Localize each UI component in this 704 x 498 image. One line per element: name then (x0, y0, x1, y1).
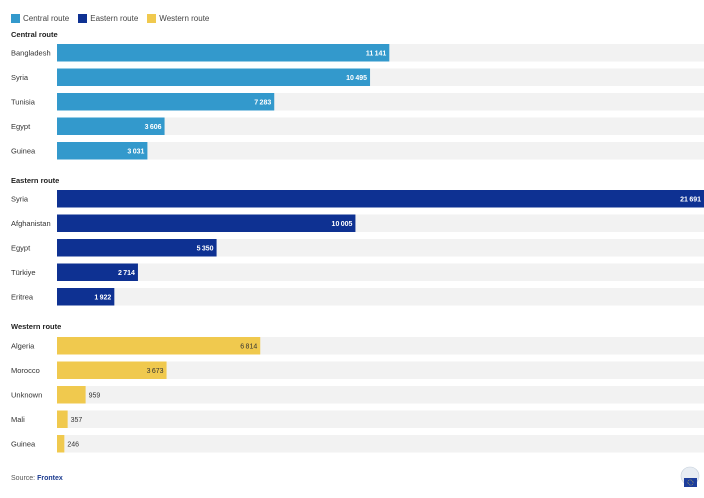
category-label: Guinea (11, 439, 36, 448)
bar (57, 214, 356, 232)
data-label: 959 (89, 392, 101, 399)
category-label: Guinea (11, 146, 36, 155)
category-label: Syria (11, 73, 29, 82)
category-label: Eritrea (11, 292, 34, 301)
legend-item-central[interactable]: Central route (11, 13, 70, 23)
bar-track (57, 435, 704, 453)
category-label: Türkiye (11, 268, 36, 277)
legend-label-eastern: Eastern route (90, 13, 139, 23)
chart-legend: Central route Eastern route Western rout… (11, 12, 218, 24)
legend-item-western[interactable]: Western route (147, 13, 210, 23)
bar (57, 142, 148, 160)
data-label: 10 005 (332, 221, 353, 228)
source-prefix: Source: (11, 475, 36, 482)
bar-track (57, 263, 704, 281)
bar (57, 93, 275, 111)
bar-track (57, 361, 704, 379)
category-label: Unknown (11, 390, 42, 399)
source-link[interactable]: Frontex (37, 475, 63, 482)
group-title: Western route (11, 322, 61, 331)
category-label: Mali (11, 415, 25, 424)
data-label: 1 922 (94, 294, 111, 301)
legend-label-central: Central route (23, 13, 70, 23)
bar (57, 361, 167, 379)
source-note: Source: Frontex (11, 475, 63, 482)
bar (57, 410, 68, 428)
bar (57, 68, 371, 86)
data-label: 2 714 (118, 270, 135, 277)
data-label: 10 495 (346, 75, 367, 82)
category-label: Syria (11, 194, 29, 203)
legend-label-western: Western route (159, 13, 210, 23)
category-label: Afghanistan (11, 219, 51, 228)
category-label: Tunisia (11, 97, 36, 106)
data-label: 11 141 (366, 50, 387, 57)
category-label: Algeria (11, 341, 35, 350)
data-label: 246 (67, 441, 79, 448)
legend-swatch-eastern (78, 13, 88, 23)
data-label: 6 814 (240, 343, 257, 350)
bar (57, 263, 138, 281)
category-label: Egypt (11, 243, 31, 252)
data-label: 21 691 (680, 196, 701, 203)
bar (57, 386, 86, 404)
group-title: Central route (11, 30, 58, 39)
category-label: Egypt (11, 122, 31, 131)
bar (57, 239, 217, 257)
bar-track (57, 117, 704, 135)
data-label: 3 606 (145, 124, 162, 131)
bar (57, 190, 704, 208)
bar (57, 44, 390, 62)
data-label: 3 673 (147, 368, 164, 375)
bar (57, 435, 65, 453)
bar-track (57, 386, 704, 404)
bar (57, 337, 261, 355)
legend-item-eastern[interactable]: Eastern route (78, 13, 139, 23)
data-label: 7 283 (254, 99, 271, 106)
data-label: 357 (71, 417, 83, 424)
bar-track (57, 142, 704, 160)
bar-chart: Central route Bangladesh 11 141 Syria 10 495… (11, 30, 704, 453)
bar-track (57, 288, 704, 306)
bar (57, 117, 165, 135)
legend-swatch-western (147, 13, 157, 23)
eu-flag-icon (680, 466, 700, 487)
data-label: 5 350 (197, 245, 214, 252)
data-label: 3 031 (127, 148, 144, 155)
category-label: Morocco (11, 366, 40, 375)
category-label: Bangladesh (11, 48, 51, 57)
group-title: Eastern route (11, 176, 59, 185)
bar-track (57, 410, 704, 428)
bar-track (57, 239, 704, 257)
legend-swatch-central (11, 13, 20, 23)
bar (57, 288, 115, 306)
